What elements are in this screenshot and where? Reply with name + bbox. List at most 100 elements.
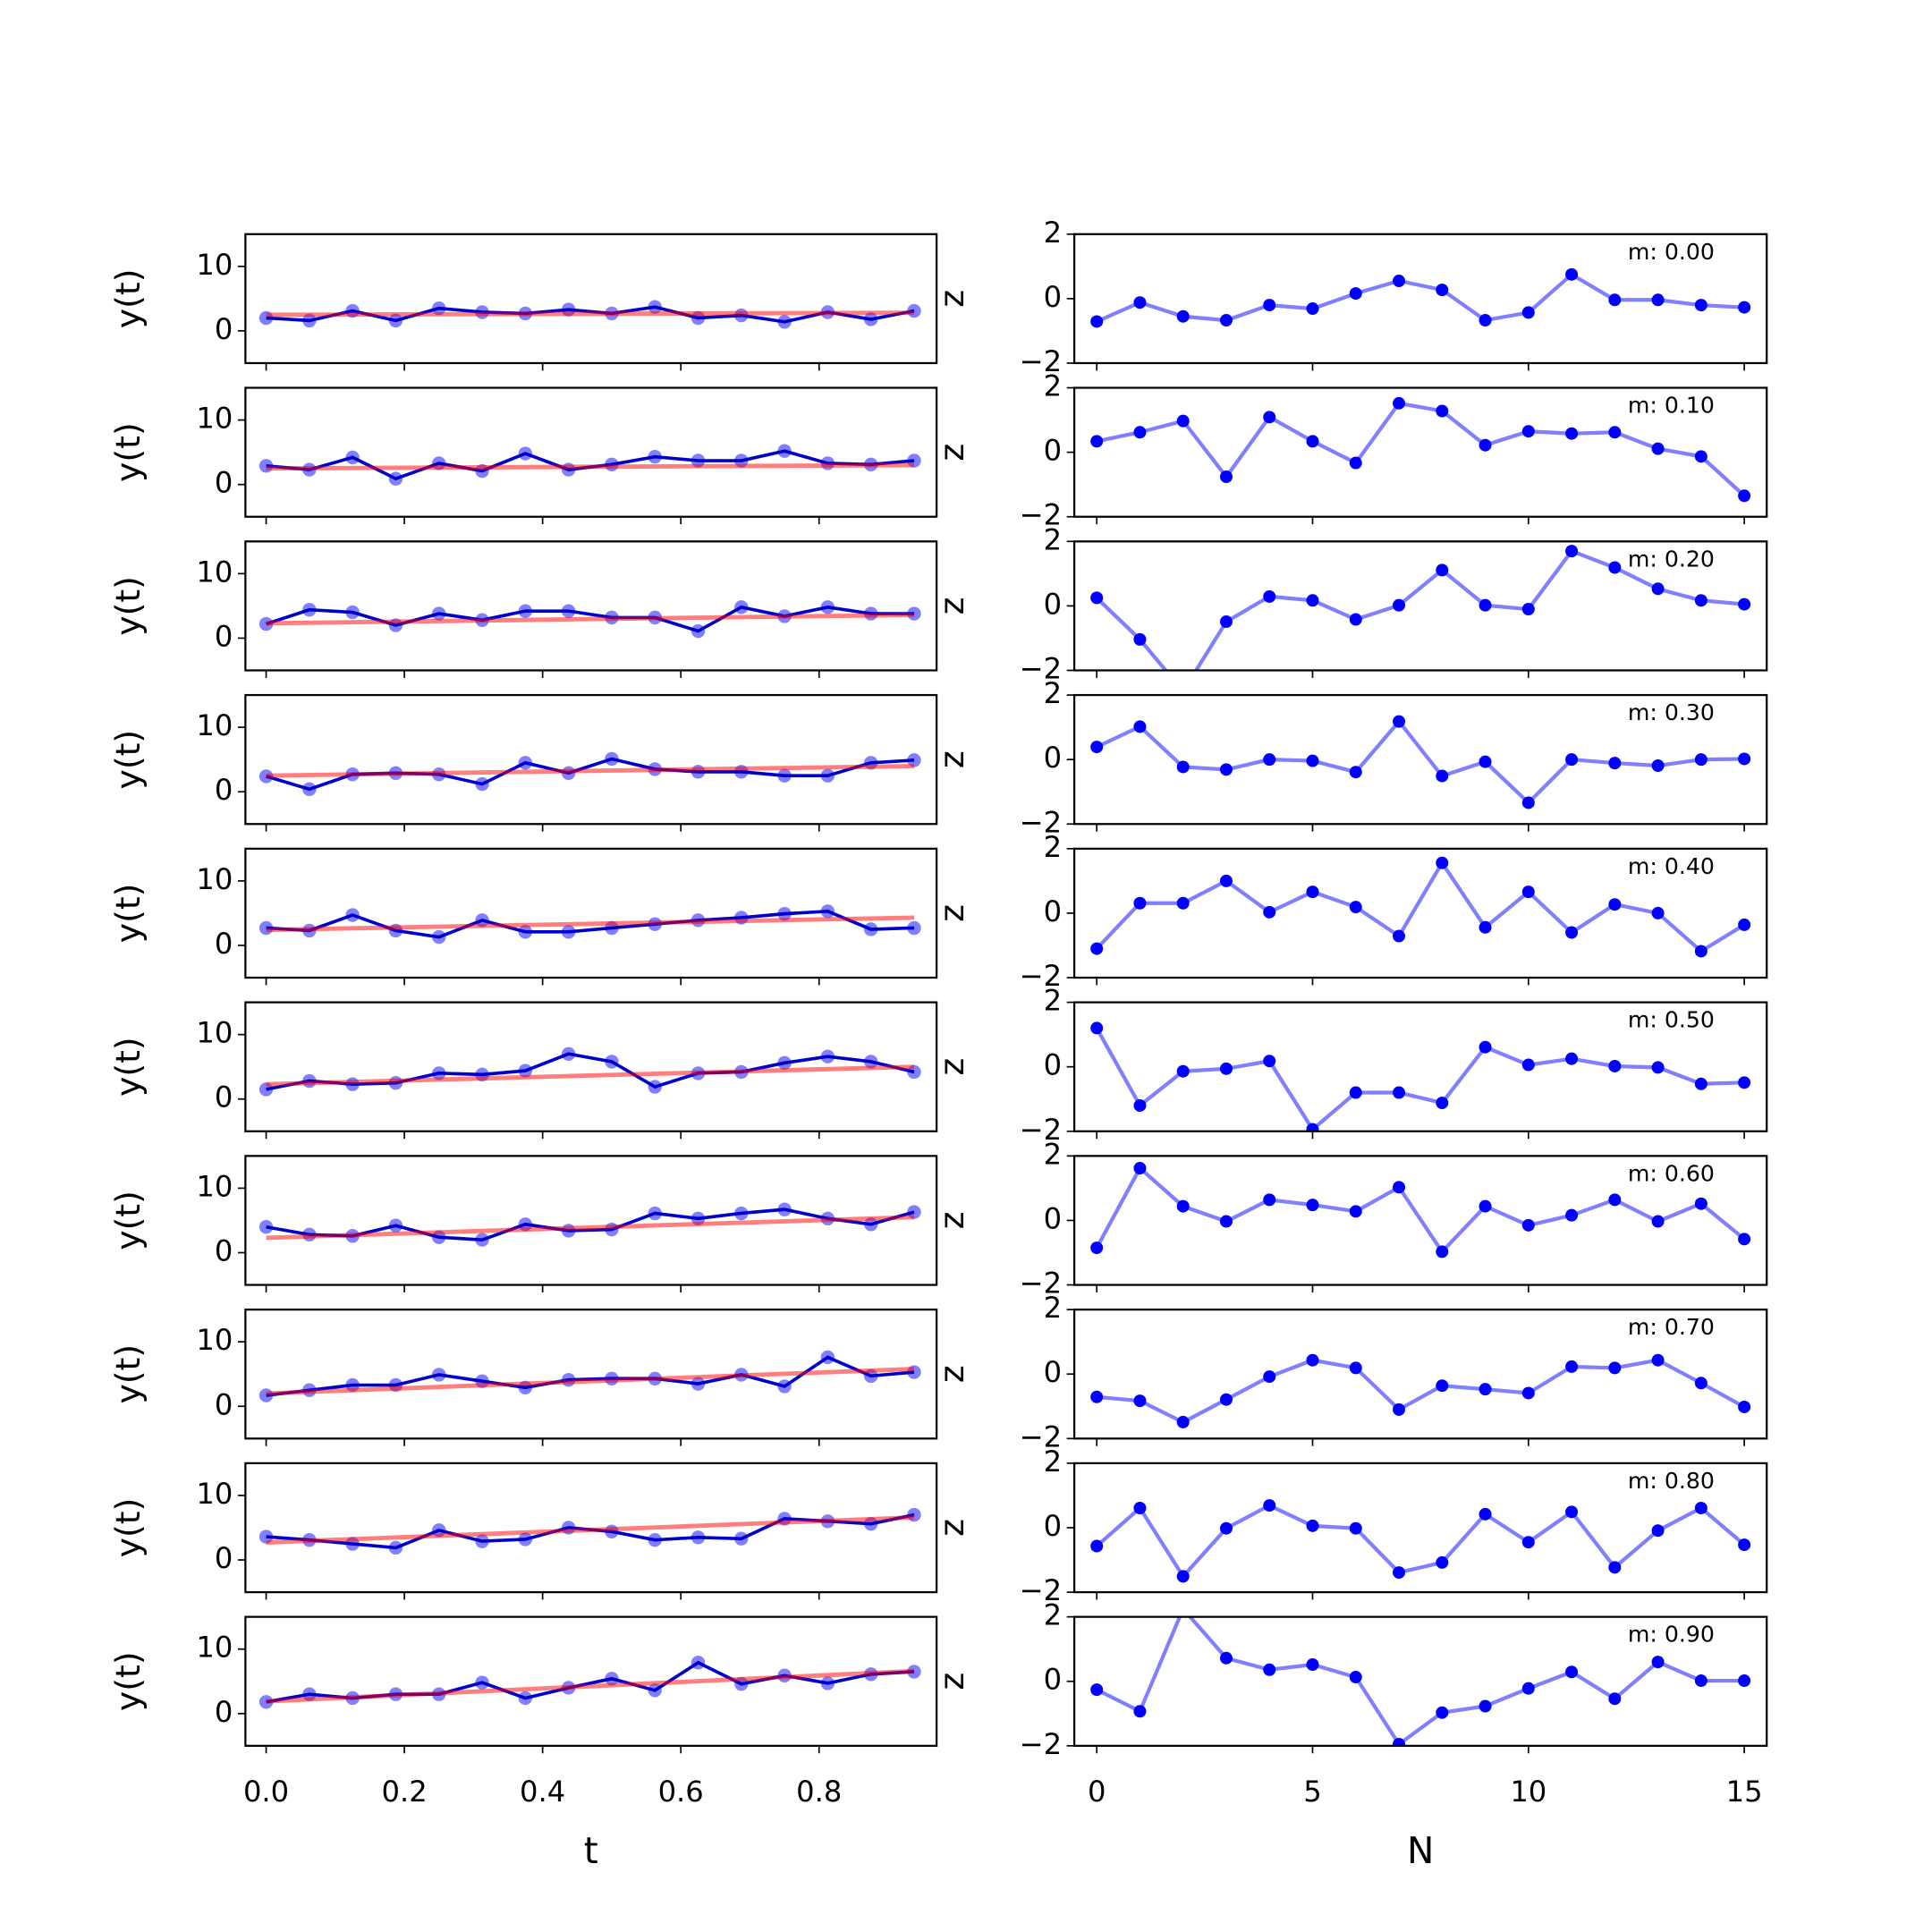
marker [1219,1393,1233,1406]
marker [1090,435,1104,448]
data-line [1095,859,1746,954]
y-axis-label: z [932,750,971,768]
marker [1349,1671,1362,1684]
marker [1133,426,1147,439]
y-tick-label: −2 [1020,498,1062,532]
subplot: 0.0 0.2 0.4 0.6 0.8 0 10 y(t) t [108,1615,938,1872]
subplot: −2 0 2 z m: 0.40 [932,830,1768,993]
marker [1219,314,1233,327]
fit-line [266,1367,915,1396]
marker [1479,1699,1492,1713]
subplot: 0 10 y(t) [108,847,938,986]
y-tick-label: 0 [215,1387,233,1421]
marker [1263,905,1276,919]
marker [1608,426,1622,439]
axes-frame [244,1615,938,1747]
plot-area [258,904,921,945]
data-line [266,909,915,939]
y-tick-label: −2 [1020,651,1062,685]
axes-frame [1072,233,1768,365]
subplot: 0 10 y(t) [108,1462,938,1600]
marker [1176,414,1190,428]
subplot: 0 10 y(t) [108,233,938,371]
y-axis-label: y(t) [108,884,148,944]
marker [1263,1193,1276,1207]
marker [1738,489,1751,503]
marker [1306,594,1319,607]
annotation: m: 0.10 [1628,393,1715,419]
annotation: m: 0.50 [1628,1007,1715,1033]
x-tick-label: 0.4 [520,1775,565,1809]
marker [1436,1706,1449,1719]
y-axis-label: z [932,1212,971,1230]
y-tick-label: 0 [1044,434,1062,468]
plot-area [258,300,921,329]
marker [1651,1524,1665,1538]
subplot: 0 10 y(t) [108,1001,938,1140]
marker [1521,796,1535,809]
y-axis-label: y(t) [108,576,148,636]
axes-frame [244,1309,938,1440]
subplot: 0 10 y(t) [108,1155,938,1292]
marker [1694,1377,1707,1390]
data-line [1095,1503,1746,1580]
marker [1349,901,1362,914]
marker [1738,1538,1751,1552]
marker [1263,589,1276,603]
marker [1651,1215,1665,1228]
marker [1306,1658,1319,1672]
plot-area [258,444,921,486]
x-tick-label: 0 [1088,1775,1106,1809]
plot-area [258,751,921,797]
subplot: −2 0 2 z m: 0.20 [932,522,1768,685]
marker [1694,1077,1707,1090]
plot-area [1090,1162,1751,1258]
marker [1090,1683,1104,1697]
y-tick-label: 0 [1044,1355,1062,1389]
y-axis-label: y(t) [108,730,148,790]
axes-frame [244,847,938,979]
marker [1263,1055,1276,1068]
marker [1651,1353,1665,1367]
annotation: m: 0.80 [1628,1468,1715,1494]
y-axis-label: z [932,290,971,308]
y-tick-label: 2 [1044,522,1062,556]
y-tick-label: 10 [196,1477,233,1511]
y-tick-label: 2 [1044,1598,1062,1632]
data-line [1096,1616,1745,1746]
marker [1349,287,1362,301]
marker [1565,545,1579,558]
marker [1651,1061,1665,1074]
fit-line [266,763,915,778]
marker [1738,1076,1751,1089]
marker [1738,1674,1751,1688]
marker [1349,1205,1362,1218]
fit-line [266,1215,915,1241]
marker [1176,1064,1190,1078]
marker [1565,267,1579,281]
plot-area [1090,396,1751,503]
y-tick-label: 2 [1044,830,1062,864]
marker [1565,1665,1579,1679]
marker [1133,632,1147,646]
y-tick-label: 0 [215,927,233,961]
y-tick-label: 10 [196,555,233,589]
axes-frame [244,1001,938,1132]
subplot: 0 10 y(t) [108,540,938,678]
marker [1694,753,1707,767]
marker [1349,1361,1362,1375]
marker [1219,1651,1233,1665]
axes-frame [1072,386,1768,518]
axes-frame [1072,1155,1768,1286]
plot-area [1090,856,1751,958]
y-tick-label: 0 [215,1080,233,1114]
y-tick-label: 10 [196,402,233,436]
marker [1219,763,1233,776]
marker [1521,1682,1535,1695]
axes-frame [1072,847,1768,979]
marker [1306,754,1319,767]
y-axis-label: y(t) [108,1651,148,1711]
plot-area [1090,1616,1751,1746]
annotation: m: 0.00 [1628,239,1715,265]
